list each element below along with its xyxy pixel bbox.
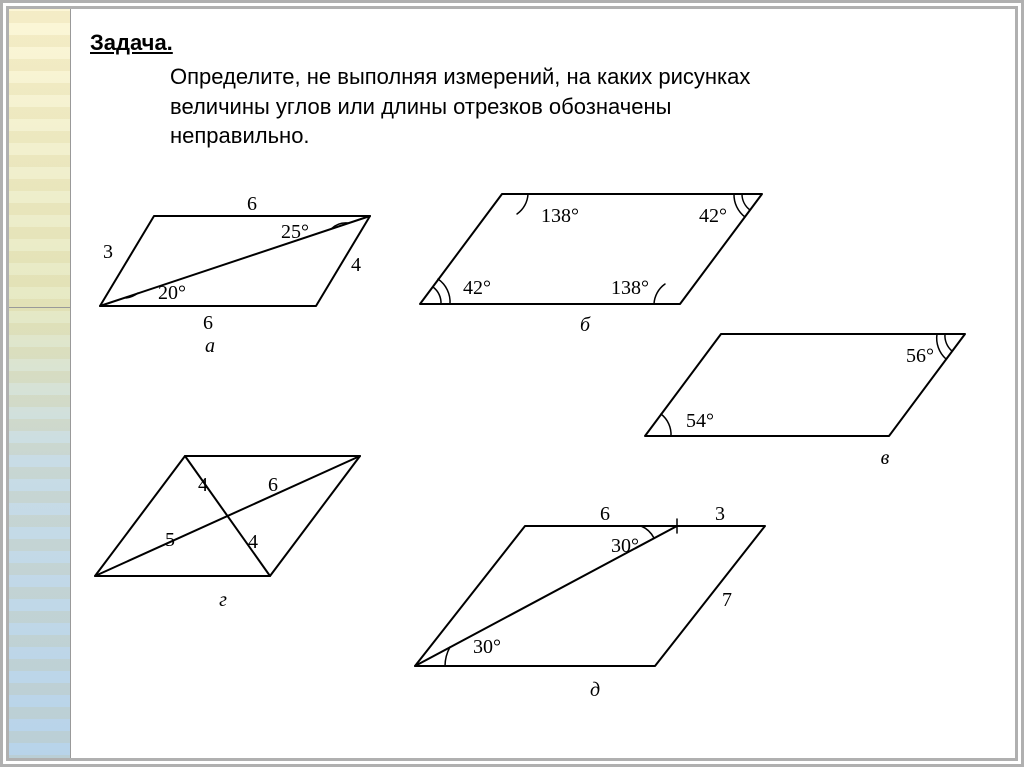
figure-v: 56° 54° в <box>645 334 965 469</box>
figB-label: б <box>580 314 591 336</box>
figD-right: 7 <box>722 589 732 611</box>
figA-label: а <box>205 335 215 357</box>
prompt-line-1: Определите, не выполняя измерений, на ка… <box>170 64 750 89</box>
task-title: Задача. <box>90 30 994 56</box>
figA-sideBottom: 6 <box>203 312 213 334</box>
figG-d1a: 4 <box>198 474 208 496</box>
figure-a: 6 3 4 6 25° 20° а <box>100 193 370 357</box>
figA-sideRight: 4 <box>351 254 361 276</box>
prompt-line-3: неправильно. <box>170 123 310 148</box>
figB-bl: 42° <box>463 277 491 299</box>
figV-tr: 56° <box>906 345 934 367</box>
figB-br: 138° <box>611 277 649 299</box>
figD-topRight: 3 <box>715 503 725 525</box>
figV-label: в <box>881 447 890 469</box>
prompt-line-2: величины углов или длины отрезков обозна… <box>170 94 671 119</box>
figG-d2a: 5 <box>165 529 175 551</box>
figA-sideLeft: 3 <box>103 241 113 263</box>
figure-b: 138° 42° 42° 138° б <box>420 194 762 336</box>
figG-label: г <box>219 589 227 611</box>
figD-angBottom: 30° <box>473 636 501 658</box>
figure-g: 4 6 5 4 г <box>95 456 360 611</box>
figB-tr: 42° <box>699 205 727 227</box>
figV-bl: 54° <box>686 410 714 432</box>
figD-topLeft: 6 <box>600 503 610 525</box>
figA-sideTop: 6 <box>247 193 257 215</box>
figG-d1b: 6 <box>268 474 278 496</box>
figD-label: д <box>590 679 600 701</box>
figures-area: 6 3 4 6 25° 20° а 138° 42° 42° 138° б <box>80 186 1000 746</box>
decorative-side-strip <box>0 0 71 767</box>
task-prompt: Определите, не выполняя измерений, на ка… <box>170 62 890 151</box>
figure-d: 6 3 7 30° 30° д <box>415 503 765 701</box>
figD-angTop: 30° <box>611 535 639 557</box>
figA-angleBottom: 20° <box>158 282 186 304</box>
figG-d2b: 4 <box>248 531 258 553</box>
figB-tl: 138° <box>541 205 579 227</box>
figA-angleTop: 25° <box>281 221 309 243</box>
